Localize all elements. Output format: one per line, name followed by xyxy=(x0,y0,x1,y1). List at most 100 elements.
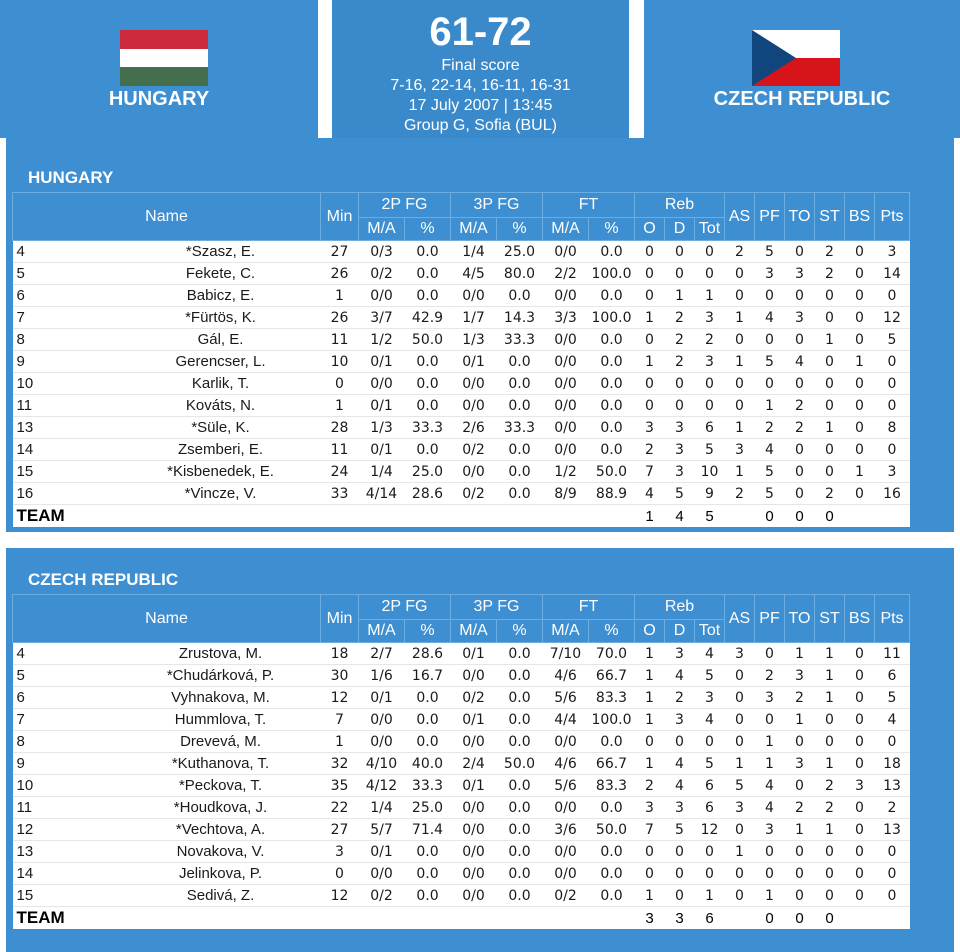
stat-fg2p: 25.0 xyxy=(404,796,451,819)
player-row: 10 *Peckova, T. 35 4/12 33.3 0/1 0.0 5/6 83.3 2 4 6… xyxy=(12,774,910,797)
stat-bs: 0 xyxy=(844,262,875,285)
player-name: Drevevá, M. xyxy=(120,730,321,753)
stat-o: 1 xyxy=(634,884,665,907)
team-row-tot: 5 xyxy=(694,504,725,527)
team-totals-row: TEAM 3 3 6 0 0 0 xyxy=(12,906,910,929)
stat-bs: 0 xyxy=(844,328,875,351)
player-row: 6 Vyhnakova, M. 12 0/1 0.0 0/2 0.0 5/6 83.3 1 2 3 0 3… xyxy=(12,686,910,709)
col-subheader-tot: Tot xyxy=(694,217,725,241)
stat-bs: 0 xyxy=(844,686,875,709)
stat-fg2p: 40.0 xyxy=(404,752,451,775)
stat-fg3p: 0.0 xyxy=(496,774,543,797)
stat-pts: 8 xyxy=(874,416,910,439)
stat-fg2: 0/2 xyxy=(358,262,405,285)
col-header-2pfg: 2P FG xyxy=(358,594,451,620)
stat-bs: 0 xyxy=(844,438,875,461)
final-score: 61-72 xyxy=(429,10,532,54)
stat-pts: 13 xyxy=(874,774,910,797)
stat-ft: 0/0 xyxy=(542,796,589,819)
stat-bs: 0 xyxy=(844,796,875,819)
stat-st: 0 xyxy=(814,460,845,483)
stat-o: 0 xyxy=(634,328,665,351)
stat-as: 1 xyxy=(724,350,755,373)
stat-d: 4 xyxy=(664,774,695,797)
stat-fg3: 0/1 xyxy=(450,642,497,665)
stat-bs: 0 xyxy=(844,664,875,687)
stat-pf: 5 xyxy=(754,460,785,483)
col-subheader-ma: M/A xyxy=(450,619,497,643)
team-row-tail xyxy=(844,504,910,527)
home-team-name: HUNGARY xyxy=(108,88,210,110)
stat-to: 1 xyxy=(784,708,815,731)
stat-pf: 0 xyxy=(754,642,785,665)
col-header-ft: FT xyxy=(542,594,635,620)
stat-pts: 0 xyxy=(874,372,910,395)
col-header-3pfg: 3P FG xyxy=(450,594,543,620)
stat-fg2p: 50.0 xyxy=(404,328,451,351)
col-header-bs: BS xyxy=(844,594,875,643)
player-row: 16 *Vincze, V. 33 4/14 28.6 0/2 0.0 8/9 88.9 4 5 9 2… xyxy=(12,482,910,505)
stat-ftp: 66.7 xyxy=(588,664,635,687)
col-header-as: AS xyxy=(724,192,755,241)
col-header-to: TO xyxy=(784,594,815,643)
col-subheader-o: O xyxy=(634,619,665,643)
player-number: 4 xyxy=(12,642,121,665)
away-section-title: CZECH REPUBLIC xyxy=(28,570,179,589)
stat-tot: 3 xyxy=(694,306,725,329)
stat-tot: 0 xyxy=(694,840,725,863)
stat-pf: 4 xyxy=(754,796,785,819)
stat-fg3: 0/0 xyxy=(450,840,497,863)
player-name: Gál, E. xyxy=(120,328,321,351)
stat-bs: 0 xyxy=(844,284,875,307)
stat-o: 0 xyxy=(634,262,665,285)
team-row-spacer xyxy=(320,906,635,929)
stat-fg2: 1/3 xyxy=(358,416,405,439)
stat-bs: 0 xyxy=(844,730,875,753)
stat-pf: 3 xyxy=(754,262,785,285)
player-row: 14 Zsemberi, E. 11 0/1 0.0 0/2 0.0 0/0 0.0 2 3 5 3 4 0… xyxy=(12,438,910,461)
stat-fg2: 0/0 xyxy=(358,372,405,395)
stat-fg3: 0/2 xyxy=(450,686,497,709)
stat-tot: 3 xyxy=(694,686,725,709)
home-team-header: HUNGARY xyxy=(0,0,318,138)
stat-ft: 0/0 xyxy=(542,372,589,395)
stat-fg2: 0/0 xyxy=(358,284,405,307)
col-header-reb: Reb xyxy=(634,192,725,218)
stat-o: 0 xyxy=(634,862,665,885)
stat-pts: 14 xyxy=(874,262,910,285)
stat-pf: 1 xyxy=(754,884,785,907)
player-name: Zrustova, M. xyxy=(120,642,321,665)
stat-as: 0 xyxy=(724,686,755,709)
stat-fg3p: 25.0 xyxy=(496,240,543,263)
score-header: 61-72 Final score 7-16, 22-14, 16-11, 16… xyxy=(332,0,629,138)
home-boxscore-panel: HUNGARY Name Min 2P FG 3P FG FT Reb AS PF TO ST BS… xyxy=(6,138,954,532)
col-header-as: AS xyxy=(724,594,755,643)
stat-tot: 9 xyxy=(694,482,725,505)
player-row: 7 Hummlova, T. 7 0/0 0.0 0/1 0.0 4/4 100.0 1 3 4 0 0 1… xyxy=(12,708,910,731)
player-number: 6 xyxy=(12,284,121,307)
col-subheader-pct: % xyxy=(404,217,451,241)
stat-min: 0 xyxy=(320,372,359,395)
stat-as: 3 xyxy=(724,642,755,665)
stat-st: 0 xyxy=(814,372,845,395)
stat-pts: 5 xyxy=(874,328,910,351)
stat-pts: 11 xyxy=(874,642,910,665)
player-row: 4 *Szasz, E. 27 0/3 0.0 1/4 25.0 0/0 0.0 0 0 0 2 5 0 2 0… xyxy=(12,240,910,263)
stat-fg2p: 28.6 xyxy=(404,642,451,665)
stat-fg2: 0/3 xyxy=(358,240,405,263)
stat-d: 3 xyxy=(664,460,695,483)
player-number: 15 xyxy=(12,460,121,483)
stat-fg3: 2/4 xyxy=(450,752,497,775)
stat-fg2p: 28.6 xyxy=(404,482,451,505)
stat-st: 0 xyxy=(814,840,845,863)
team-totals-row: TEAM 1 4 5 0 0 0 xyxy=(12,504,910,527)
stat-pf: 0 xyxy=(754,372,785,395)
stat-fg2p: 71.4 xyxy=(404,818,451,841)
stat-pf: 3 xyxy=(754,686,785,709)
stat-o: 0 xyxy=(634,394,665,417)
stat-fg3p: 0.0 xyxy=(496,686,543,709)
stat-fg3: 2/6 xyxy=(450,416,497,439)
stat-tot: 12 xyxy=(694,818,725,841)
stat-ftp: 66.7 xyxy=(588,752,635,775)
stat-st: 2 xyxy=(814,796,845,819)
